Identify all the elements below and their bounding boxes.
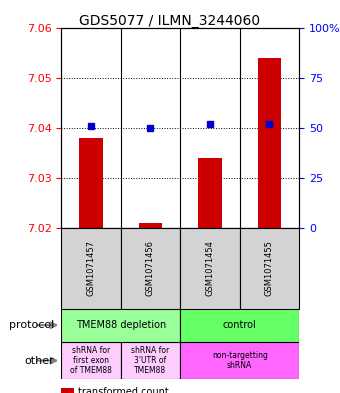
Text: GSM1071455: GSM1071455 bbox=[265, 240, 274, 296]
Text: shRNA for
3'UTR of
TMEM88: shRNA for 3'UTR of TMEM88 bbox=[131, 346, 170, 375]
Text: transformed count: transformed count bbox=[78, 387, 168, 393]
Bar bbox=[61, 342, 121, 379]
Text: GDS5077 / ILMN_3244060: GDS5077 / ILMN_3244060 bbox=[80, 14, 260, 28]
Bar bbox=[79, 138, 103, 228]
Bar bbox=[121, 342, 180, 379]
Bar bbox=[180, 342, 299, 379]
Text: protocol: protocol bbox=[9, 320, 54, 330]
Bar bbox=[138, 223, 162, 228]
Bar bbox=[121, 228, 180, 309]
Bar bbox=[61, 309, 180, 342]
Text: GSM1071456: GSM1071456 bbox=[146, 240, 155, 296]
Bar bbox=[257, 57, 281, 228]
Text: control: control bbox=[223, 320, 257, 330]
Bar bbox=[180, 309, 299, 342]
Text: non-targetting
shRNA: non-targetting shRNA bbox=[212, 351, 268, 370]
Bar bbox=[198, 158, 222, 228]
Text: GSM1071457: GSM1071457 bbox=[86, 240, 96, 296]
Text: shRNA for
first exon
of TMEM88: shRNA for first exon of TMEM88 bbox=[70, 346, 112, 375]
Text: GSM1071454: GSM1071454 bbox=[205, 240, 215, 296]
Text: other: other bbox=[24, 356, 54, 365]
Bar bbox=[240, 228, 299, 309]
Bar bbox=[180, 228, 240, 309]
Bar bbox=[61, 228, 121, 309]
Text: TMEM88 depletion: TMEM88 depletion bbox=[75, 320, 166, 330]
